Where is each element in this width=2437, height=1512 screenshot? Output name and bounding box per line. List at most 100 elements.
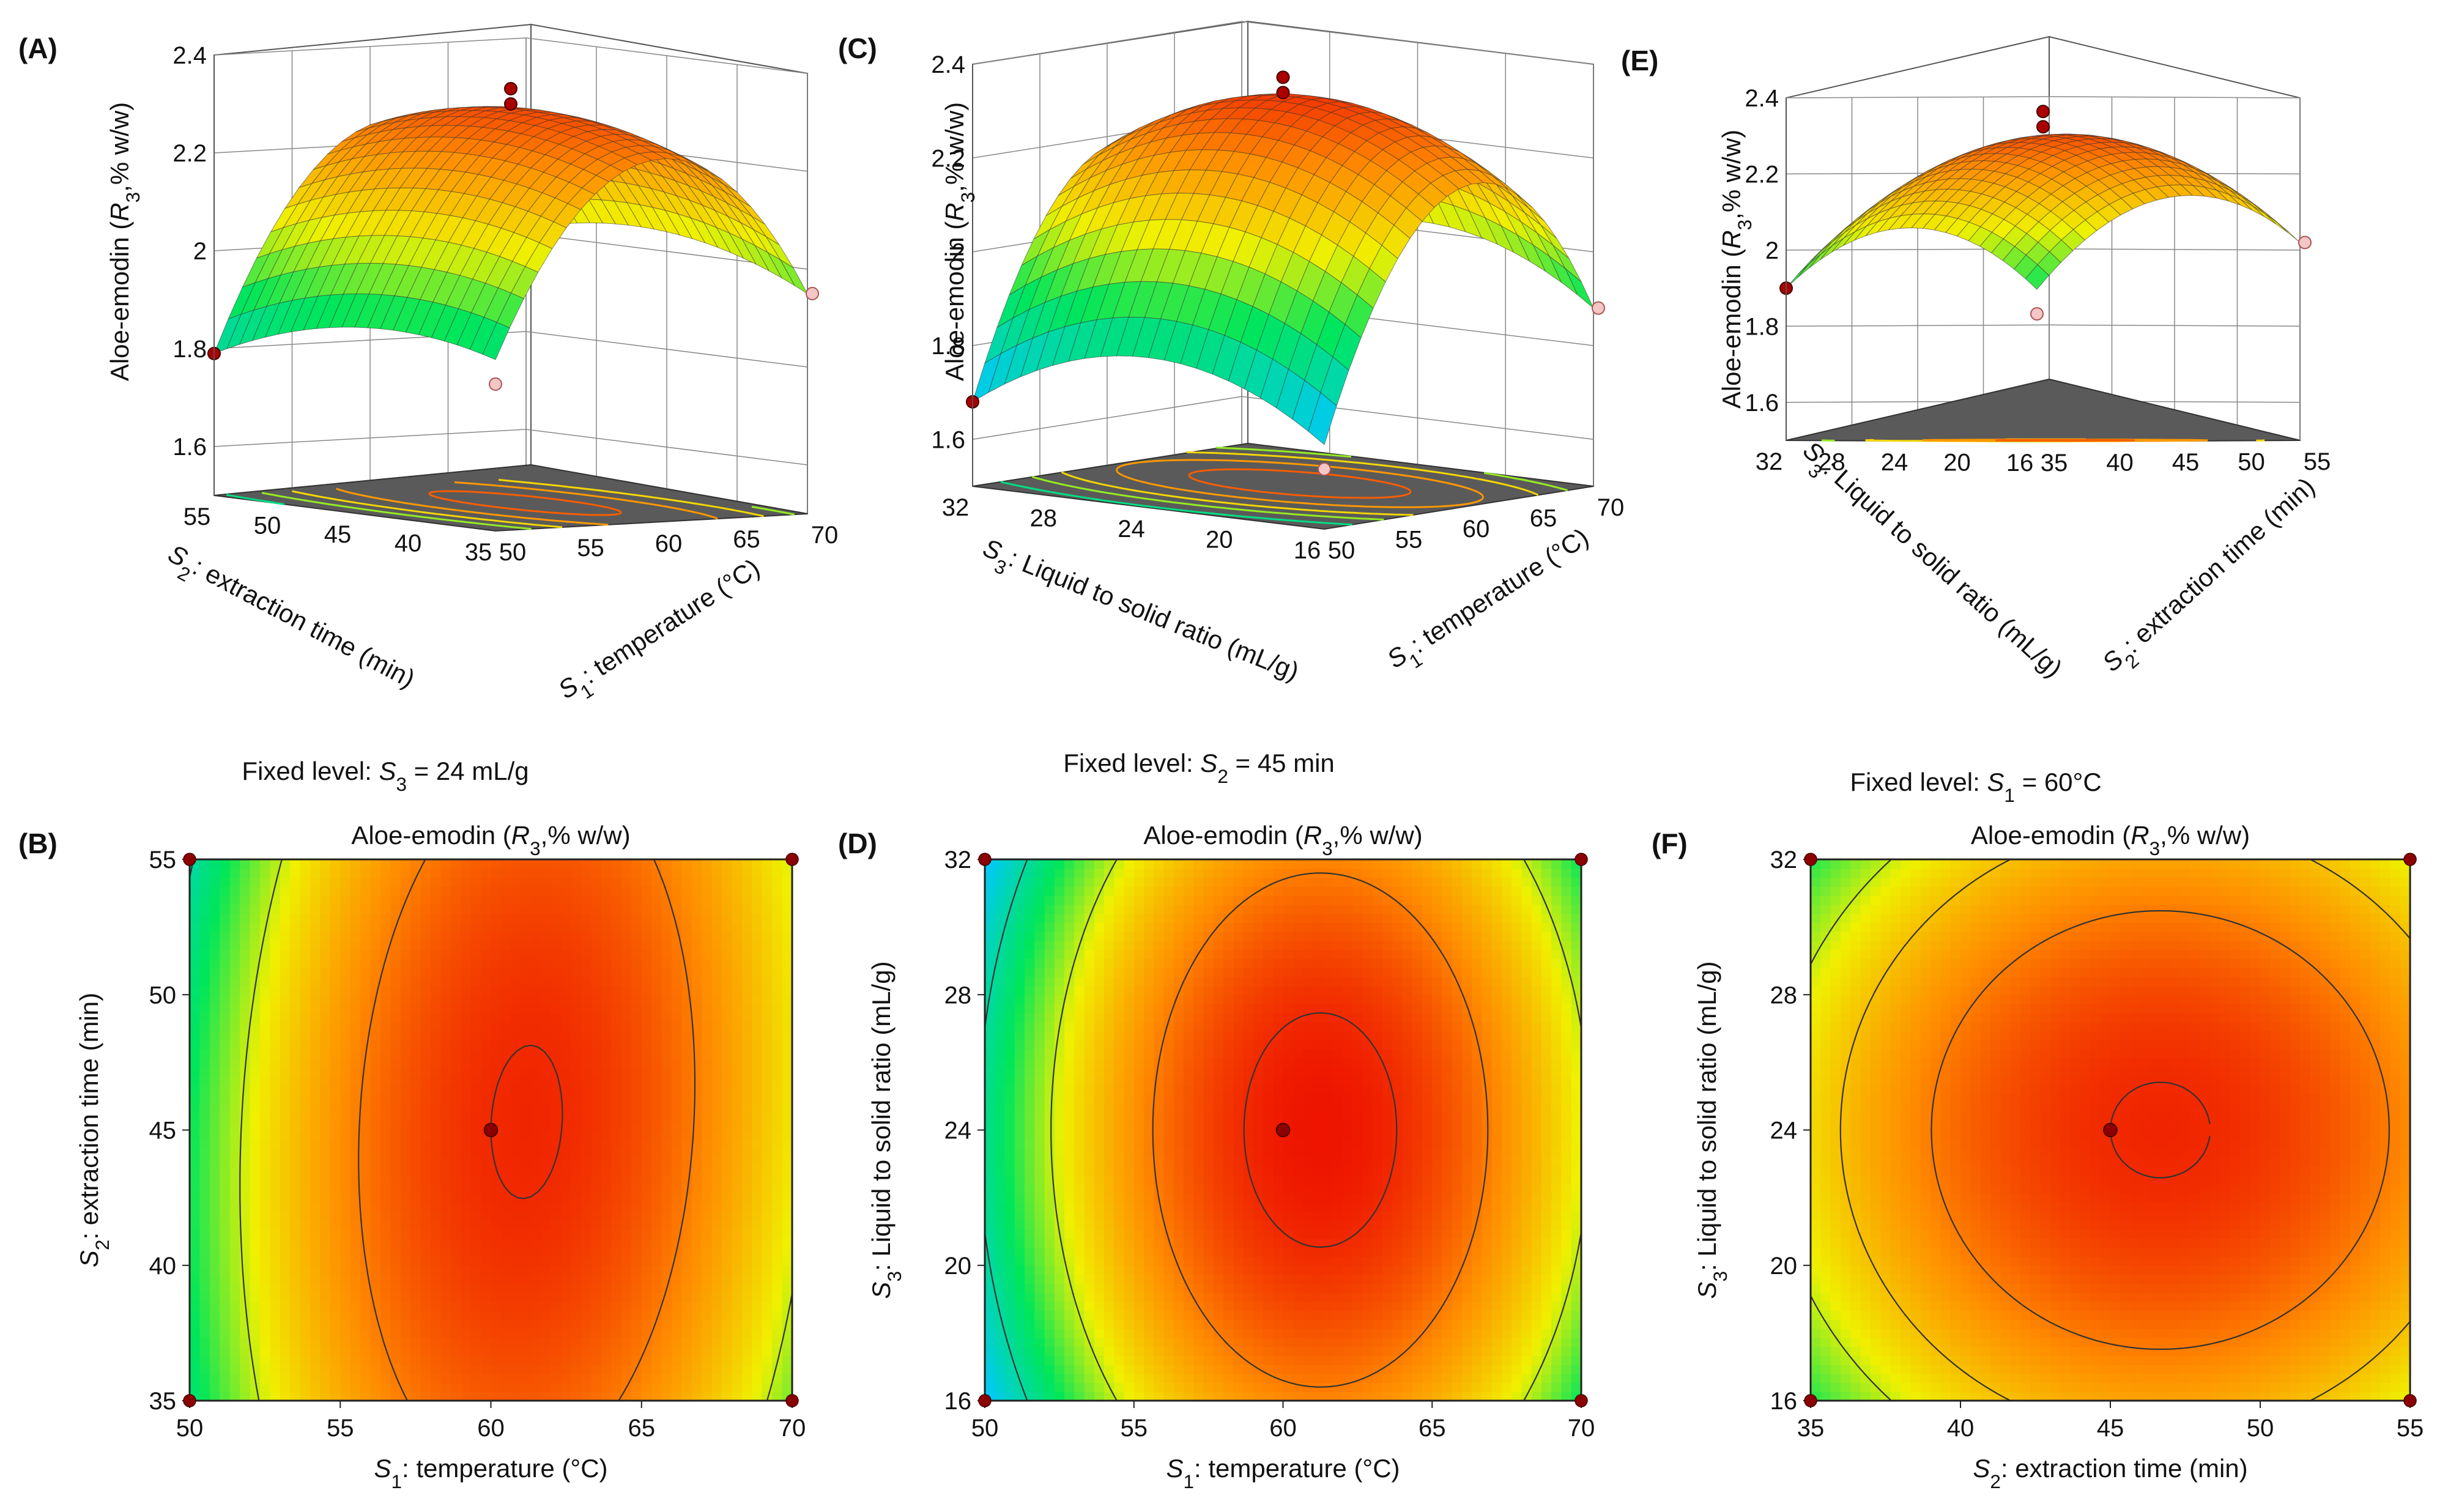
heat-cell [662,1355,672,1365]
heat-cell [642,1302,652,1311]
heat-cell [220,1085,230,1095]
heat-cell [410,1013,421,1023]
heat-cell [561,1266,571,1275]
heat-cell [371,1203,381,1212]
heat-cell [672,932,682,941]
heat-cell [601,1347,612,1357]
heat-cell [742,1247,752,1257]
heat-cell [742,1085,752,1095]
heat-cell [651,932,662,941]
heat-cell [230,1157,240,1167]
heat-cell [220,1329,230,1338]
heat-cell [712,1239,722,1248]
heat-cell [592,1166,602,1176]
heat-cell [461,878,471,888]
heat-cell [521,1103,532,1113]
heat-cell [571,1311,582,1321]
heat-cell [260,995,270,1004]
heat-cell [380,1139,391,1149]
heat-cell [511,1292,521,1302]
heat-cell [199,1266,210,1275]
heat-cell [621,1355,632,1365]
heat-cell [330,1166,341,1176]
heat-cell [451,1103,461,1113]
heat-cell [371,1283,381,1293]
heat-cell [541,1157,552,1167]
heat-cell [290,1266,300,1275]
heat-cell [501,941,511,951]
heat-cell [631,1166,642,1176]
heat-cell [601,1184,612,1194]
heat-cell [501,1383,511,1393]
heat-cell [371,922,381,932]
heat-cell [531,922,541,932]
heat-cell [692,1392,702,1401]
heat-cell [621,859,632,869]
heat-cell [612,1112,622,1122]
z-tick-label: 2.4 [1745,85,1779,112]
heat-cell [481,950,491,960]
heat-cell [390,977,401,987]
heat-cell [230,1184,240,1194]
heat-cell [621,932,632,941]
heat-cell [461,1266,471,1275]
heat-cell [601,968,612,977]
heat-cell [340,1031,351,1040]
heat-cell [461,958,471,968]
heat-cell [340,1247,351,1257]
heat-cell [371,1148,381,1158]
heat-cell [531,1266,541,1275]
heat-cell [461,895,471,905]
heat-cell [612,1220,622,1230]
heat-cell [541,1139,552,1149]
heat-cell [481,932,491,941]
heat-cell [230,1175,240,1185]
heat-cell [712,986,722,996]
heat-cell [571,1193,582,1203]
heat-cell [330,1275,341,1284]
heat-cell [351,1329,361,1338]
heat-cell [702,1374,712,1384]
heat-cell [330,905,341,914]
heat-cell [662,1211,672,1221]
heat-cell [260,1275,270,1284]
heat-cell [471,1338,481,1347]
heat-cell [280,1283,291,1293]
heat-cell [371,1229,381,1239]
heat-cell [250,1175,261,1185]
heat-cell [380,878,391,888]
heat-cell [511,1203,521,1212]
z-tick-label: 2 [1765,237,1779,264]
heat-cell [471,1239,481,1248]
heat-cell [360,1067,371,1077]
heat-cell [280,1302,291,1311]
heat-cell [621,905,632,914]
heat-cell [330,1229,341,1239]
heat-cell [320,1283,330,1293]
heat-cell [592,1355,602,1365]
heat-cell [320,1121,330,1131]
heat-cell [270,968,280,977]
heat-cell [410,995,421,1004]
heat-cell [300,1220,311,1230]
heat-cell [521,1275,532,1284]
heat-cell [190,914,200,924]
heat-cell [270,1211,280,1221]
z-tick-label: 1.8 [1745,313,1779,340]
heat-cell [521,1076,532,1086]
heat-cell [330,1184,341,1194]
heat-cell [732,968,743,977]
heat-cell [421,1022,431,1032]
heat-cell [601,1292,612,1302]
heat-cell [612,958,622,968]
heat-cell [290,895,300,905]
heat-cell [340,1022,351,1032]
heat-cell [672,1022,682,1032]
heat-cell [531,1139,541,1149]
heat-cell [421,922,431,932]
heat-cell [260,1193,270,1203]
heat-cell [260,1347,270,1357]
heat-cell [371,905,381,914]
heat-cell [612,1256,622,1266]
heat-cell [481,968,491,977]
